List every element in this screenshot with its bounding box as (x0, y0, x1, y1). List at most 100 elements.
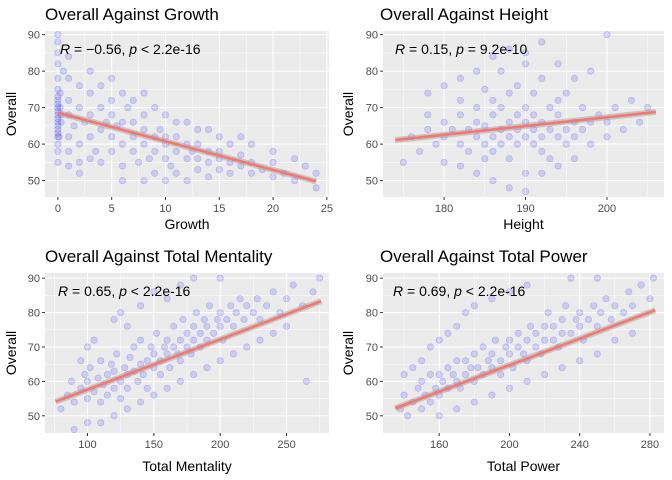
data-point (97, 104, 105, 112)
data-point (65, 96, 73, 104)
data-point (97, 158, 105, 166)
data-point (269, 158, 277, 166)
data-point (130, 343, 138, 351)
data-point (86, 364, 94, 372)
data-point (108, 111, 116, 119)
data-point (513, 140, 521, 148)
data-point (400, 371, 408, 379)
data-point (183, 329, 191, 337)
data-point (194, 126, 202, 134)
annotation-pvalue: < 2.2e-16 (127, 283, 191, 299)
data-point (83, 343, 91, 351)
data-point (172, 169, 180, 177)
data-point (497, 357, 505, 365)
data-point (269, 288, 277, 296)
data-point (206, 302, 214, 310)
data-point (83, 377, 91, 385)
data-point (637, 281, 645, 289)
data-point (205, 126, 213, 134)
data-point (484, 357, 492, 365)
data-point (538, 169, 546, 177)
annotation-r: R (393, 283, 403, 299)
data-point (54, 140, 62, 148)
y-tick-label: 90 (366, 273, 378, 285)
data-point (497, 104, 505, 112)
x-tick-label: 200 (598, 203, 616, 215)
data-point (147, 343, 155, 351)
correlation-annotation: R = −0.56, p < 2.2e-16 (60, 41, 201, 57)
data-point (190, 336, 198, 344)
data-point (522, 169, 530, 177)
data-point (611, 302, 619, 310)
data-point (502, 343, 510, 351)
data-point (156, 371, 164, 379)
data-point (237, 162, 245, 170)
data-point (523, 377, 531, 385)
data-point (163, 336, 171, 344)
y-tick-label: 60 (366, 139, 378, 151)
y-tick-label: 70 (366, 342, 378, 354)
data-point (263, 302, 271, 310)
data-point (65, 162, 73, 170)
data-point (210, 329, 218, 337)
data-point (54, 126, 62, 134)
y-axis-title: Overall (340, 331, 356, 375)
data-point (489, 53, 497, 61)
data-point (54, 85, 62, 93)
chart-panel-2: 180 190 200 50 60 70 80 90 R = 0.15, p = 9.2e-10… (340, 5, 664, 232)
data-point (418, 357, 426, 365)
data-point (527, 322, 535, 330)
plot-background (383, 273, 664, 433)
data-point (597, 309, 605, 317)
data-point (488, 391, 496, 399)
data-point (215, 166, 223, 174)
data-point (137, 336, 145, 344)
data-point (462, 371, 470, 379)
data-point (432, 140, 440, 148)
data-point (216, 322, 224, 330)
data-point (435, 371, 443, 379)
data-point (456, 140, 464, 148)
annotation-r: R (395, 41, 405, 57)
data-point (489, 177, 497, 185)
data-point (65, 53, 73, 61)
data-point (236, 295, 244, 303)
data-point (505, 288, 513, 296)
y-tick-label: 50 (28, 176, 40, 188)
data-point (649, 274, 657, 282)
data-point (86, 111, 94, 119)
x-tick-label: 240 (571, 439, 589, 451)
data-point (54, 49, 62, 57)
data-point (611, 104, 619, 112)
data-point (163, 350, 171, 358)
data-point (432, 384, 440, 392)
correlation-annotation: R = 0.69, p < 2.2e-16 (393, 283, 526, 299)
data-point (68, 377, 76, 385)
annotation-r: R (60, 41, 70, 57)
data-point (81, 371, 89, 379)
annotation-p: p (118, 283, 127, 299)
data-point (249, 309, 257, 317)
data-point (497, 67, 505, 75)
data-point (183, 177, 191, 185)
data-point (215, 133, 223, 141)
data-point (444, 364, 452, 372)
data-point (167, 162, 175, 170)
data-point (488, 295, 496, 303)
data-point (92, 147, 100, 155)
data-point (576, 357, 584, 365)
data-point (152, 329, 160, 337)
data-point (110, 412, 118, 420)
data-point (481, 140, 489, 148)
data-point (562, 126, 570, 134)
data-point (194, 166, 202, 174)
data-point (117, 309, 125, 317)
data-point (473, 104, 481, 112)
chart-panel-4: 160 200 240 280 50 60 70 80 90 R = 0.69, p < 2.2e… (340, 247, 664, 474)
data-point (54, 133, 62, 141)
data-point (172, 147, 180, 155)
data-point (538, 133, 546, 141)
data-point (453, 322, 461, 330)
data-point (108, 74, 116, 82)
